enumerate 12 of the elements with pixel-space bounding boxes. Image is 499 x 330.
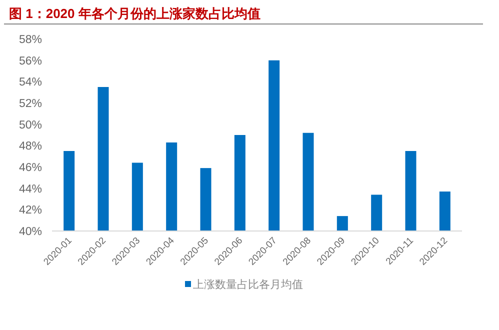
y-tick-label: 58% bbox=[18, 34, 42, 46]
y-tick-label: 56% bbox=[18, 55, 42, 68]
y-tick-label: 46% bbox=[18, 162, 42, 174]
legend-label: 上涨数量占比各月均值 bbox=[193, 278, 303, 291]
y-tick-label: 54% bbox=[18, 76, 42, 89]
y-tick-label: 42% bbox=[18, 204, 42, 217]
y-tick-label: 52% bbox=[18, 98, 42, 110]
y-tick-label: 44% bbox=[18, 183, 42, 196]
y-tick-label: 48% bbox=[18, 140, 42, 153]
chart-title: 图 1：2020 年各个月份的上涨家数占比均值 bbox=[9, 6, 260, 21]
y-tick-label: 50% bbox=[18, 119, 42, 132]
y-tick-label: 40% bbox=[18, 226, 42, 238]
